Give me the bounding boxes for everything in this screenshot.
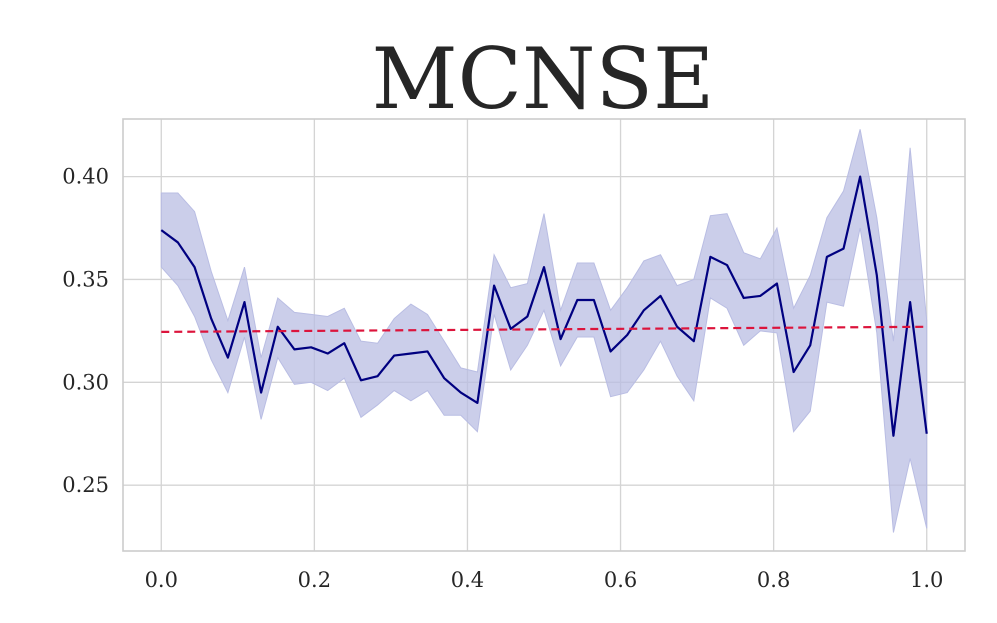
y-tick-label: 0.35 — [62, 267, 109, 291]
x-tick-label: 0.4 — [451, 568, 484, 592]
confidence-band-area — [160, 129, 928, 533]
x-tick-label: 0.6 — [604, 568, 637, 592]
x-tick-label: 0.8 — [757, 568, 790, 592]
plot-frame — [122, 118, 966, 552]
mean-line — [160, 175, 928, 437]
series-lines — [160, 175, 928, 437]
confidence-band — [160, 129, 928, 533]
y-tick-label: 0.25 — [62, 473, 109, 497]
chart-title: MCNSE — [372, 30, 715, 128]
y-tick-label: 0.30 — [62, 370, 109, 394]
trend-line — [161, 325, 927, 334]
tick-labels: 0.0 0.2 0.4 0.6 0.8 1.0 0.25 0.30 0.35 0.40 — [62, 165, 943, 592]
y-tick-label: 0.40 — [62, 165, 109, 189]
x-tick-label: 0.2 — [298, 568, 331, 592]
x-tick-label: 0.0 — [145, 568, 178, 592]
x-tick-label: 1.0 — [910, 568, 943, 592]
